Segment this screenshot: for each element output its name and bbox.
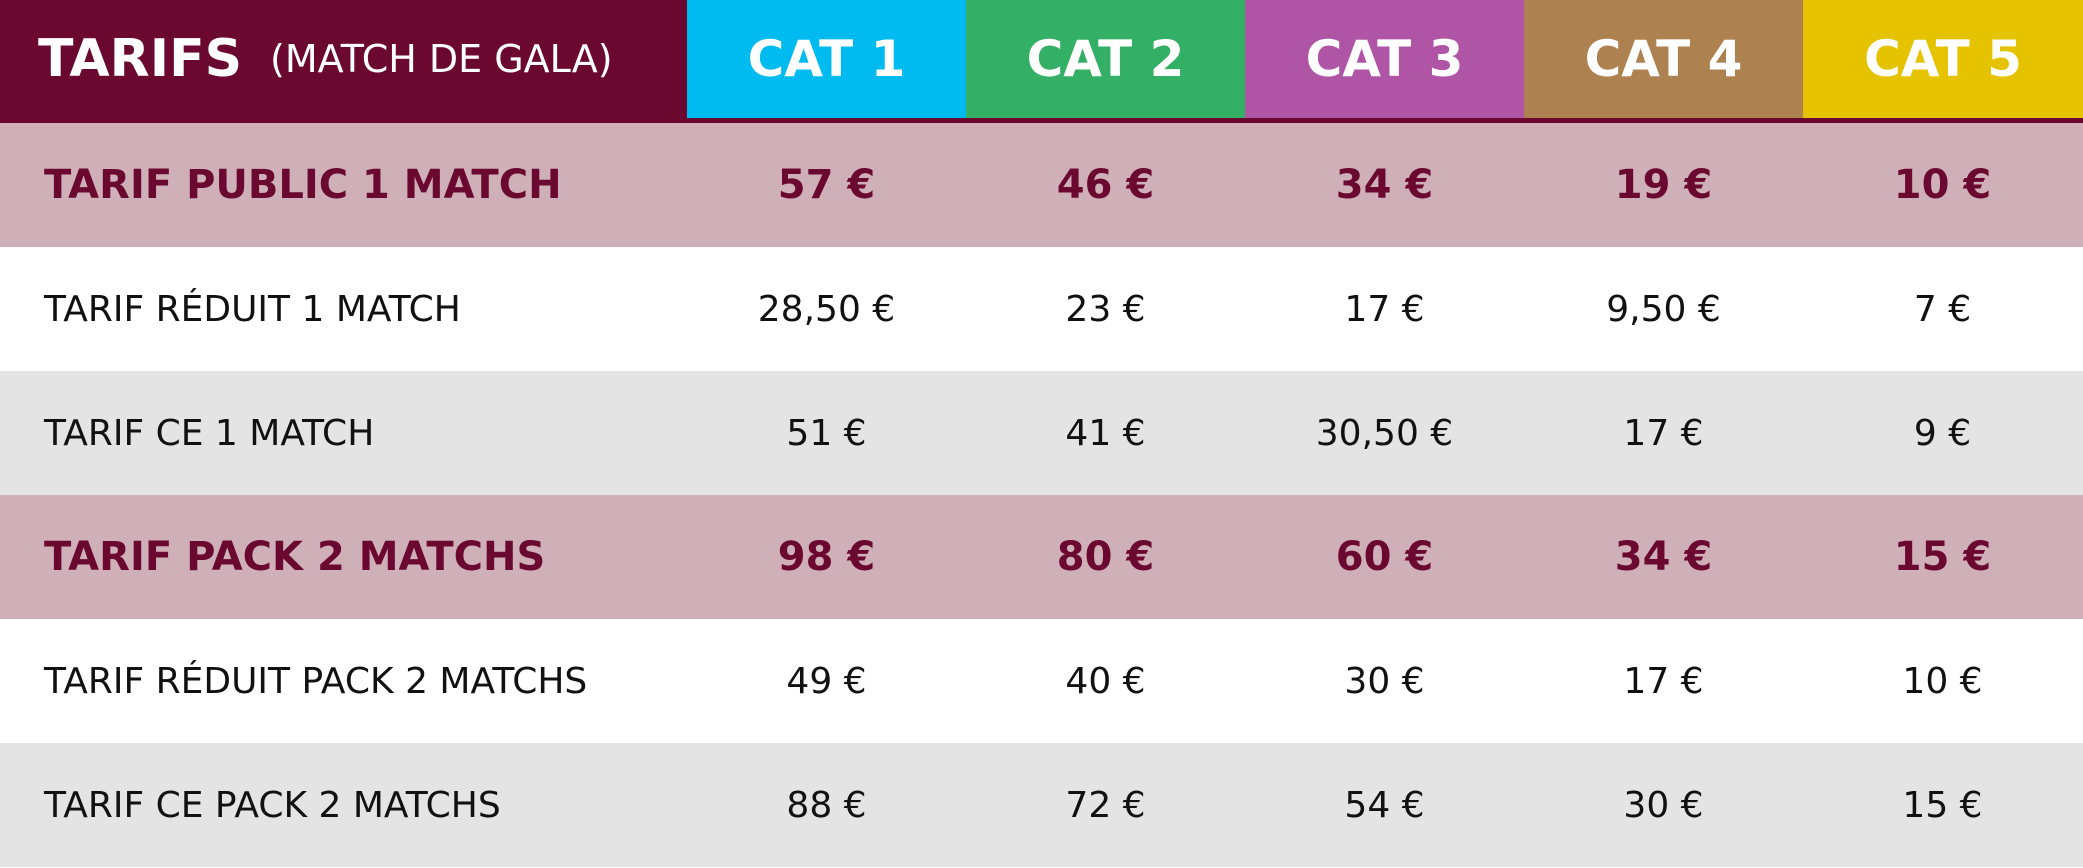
table-row: TARIF CE PACK 2 MATCHS 88 € 72 € 54 € 30 € 15… xyxy=(0,743,2083,867)
price-cell-cat-4: 9,50 € xyxy=(1606,288,1721,330)
table-title: TARIFS (MATCH DE GALA) xyxy=(0,0,687,118)
category-header-5: CAT 5 xyxy=(1803,0,2083,118)
price-cell-cat-4: 34 € xyxy=(1614,534,1713,580)
price-cell-cat-1: 28,50 € xyxy=(757,288,896,330)
price-cell-cat-2: 40 € xyxy=(1065,660,1146,702)
table-body: TARIF PUBLIC 1 MATCH 57 € 46 € 34 € 19 € 10 €… xyxy=(0,123,2083,867)
subtitle: (MATCH DE GALA) xyxy=(270,37,613,81)
table-row: TARIF RÉDUIT 1 MATCH 28,50 € 23 € 17 € 9,50 … xyxy=(0,247,2083,371)
table-row: TARIF CE 1 MATCH 51 € 41 € 30,50 € 17 € 9 € xyxy=(0,371,2083,495)
price-cell-cat-4: 19 € xyxy=(1614,162,1713,208)
row-label: TARIF RÉDUIT PACK 2 MATCHS xyxy=(44,660,588,702)
row-label: TARIF CE PACK 2 MATCHS xyxy=(44,784,501,826)
price-cell-cat-5: 7 € xyxy=(1913,288,1972,330)
category-header-1: CAT 1 xyxy=(687,0,966,118)
price-cell-cat-3: 30 € xyxy=(1344,660,1425,702)
price-cell-cat-4: 17 € xyxy=(1623,660,1704,702)
table-header: TARIFS (MATCH DE GALA) CAT 1 CAT 2 CAT 3… xyxy=(0,0,2083,123)
price-cell-cat-3: 60 € xyxy=(1335,534,1434,580)
category-header-2: CAT 2 xyxy=(966,0,1245,118)
price-cell-cat-2: 23 € xyxy=(1065,288,1146,330)
price-cell-cat-2: 46 € xyxy=(1056,162,1155,208)
price-cell-cat-2: 72 € xyxy=(1065,784,1146,826)
price-cell-cat-1: 57 € xyxy=(777,162,876,208)
price-cell-cat-1: 51 € xyxy=(786,412,867,454)
row-label: TARIF RÉDUIT 1 MATCH xyxy=(44,288,461,330)
price-cell-cat-2: 80 € xyxy=(1056,534,1155,580)
category-header-3: CAT 3 xyxy=(1245,0,1524,118)
price-cell-cat-3: 30,50 € xyxy=(1315,412,1454,454)
row-label: TARIF CE 1 MATCH xyxy=(44,412,375,454)
price-cell-cat-4: 17 € xyxy=(1623,412,1704,454)
price-cell-cat-5: 15 € xyxy=(1902,784,1983,826)
price-cell-cat-4: 30 € xyxy=(1623,784,1704,826)
row-label: TARIF PACK 2 MATCHS xyxy=(44,534,546,580)
price-cell-cat-5: 10 € xyxy=(1893,162,1992,208)
price-cell-cat-3: 17 € xyxy=(1344,288,1425,330)
table-row: TARIF PUBLIC 1 MATCH 57 € 46 € 34 € 19 € 10 € xyxy=(0,123,2083,247)
price-cell-cat-5: 9 € xyxy=(1913,412,1972,454)
price-cell-cat-5: 10 € xyxy=(1902,660,1983,702)
price-cell-cat-3: 54 € xyxy=(1344,784,1425,826)
price-cell-cat-1: 88 € xyxy=(786,784,867,826)
category-header-4: CAT 4 xyxy=(1524,0,1803,118)
table-row: TARIF RÉDUIT PACK 2 MATCHS 49 € 40 € 30 € 17… xyxy=(0,619,2083,743)
price-cell-cat-5: 15 € xyxy=(1893,534,1992,580)
row-label: TARIF PUBLIC 1 MATCH xyxy=(44,162,562,208)
price-cell-cat-1: 49 € xyxy=(786,660,867,702)
price-cell-cat-3: 34 € xyxy=(1335,162,1434,208)
price-cell-cat-1: 98 € xyxy=(777,534,876,580)
price-cell-cat-2: 41 € xyxy=(1065,412,1146,454)
title: TARIFS xyxy=(38,29,243,89)
table-row: TARIF PACK 2 MATCHS 98 € 80 € 60 € 34 € 15 € xyxy=(0,495,2083,619)
